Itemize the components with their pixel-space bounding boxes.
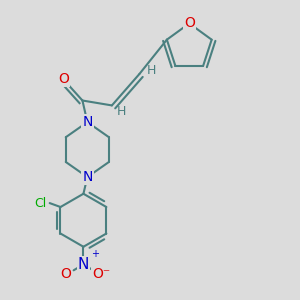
- Text: O: O: [58, 72, 69, 86]
- Text: O: O: [184, 16, 195, 30]
- Text: O⁻: O⁻: [92, 267, 110, 281]
- Text: N: N: [82, 170, 92, 184]
- Text: H: H: [117, 105, 126, 118]
- Text: H: H: [146, 64, 156, 76]
- Text: N: N: [82, 115, 92, 129]
- Text: +: +: [91, 249, 99, 259]
- Text: O: O: [60, 267, 71, 281]
- Text: N: N: [78, 257, 89, 272]
- Text: Cl: Cl: [35, 196, 47, 210]
